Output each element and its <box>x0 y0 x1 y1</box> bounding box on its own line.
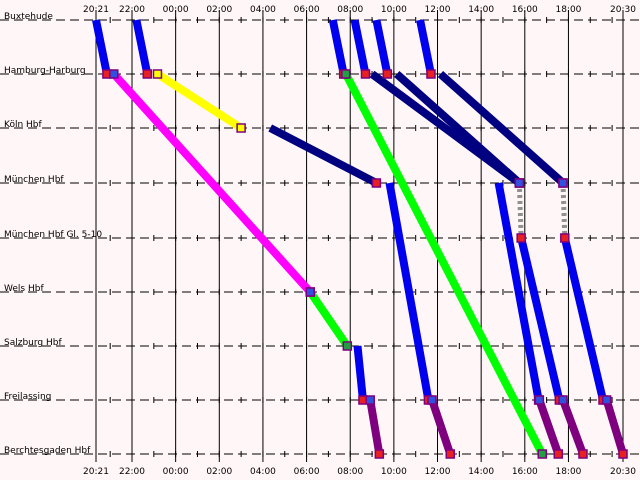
stop-marker <box>426 69 436 79</box>
stop-marker <box>371 178 382 188</box>
time-label-top: 20:30 <box>610 5 636 15</box>
stop-marker <box>560 233 570 243</box>
train-leg <box>328 19 348 75</box>
train-leg <box>428 398 455 456</box>
time-label-top: 08:00 <box>337 5 363 15</box>
time-label-top: 12:00 <box>425 5 451 15</box>
time-label-bottom: 16:00 <box>512 467 538 477</box>
train-leg <box>132 19 152 75</box>
station-label: München Hbf Gl. 5-10 <box>4 230 102 240</box>
train-leg <box>535 398 563 456</box>
stop-marker <box>427 395 437 405</box>
time-label-bottom: 20:30 <box>610 467 636 477</box>
train-leg <box>110 71 314 295</box>
train-leg <box>416 19 435 75</box>
time-label-top: 20:21 <box>83 5 109 15</box>
stop-marker <box>578 449 588 459</box>
time-label-top: 16:00 <box>512 5 538 15</box>
time-label-bottom: 18:00 <box>555 467 581 477</box>
train-leg <box>437 71 566 186</box>
stop-marker <box>236 123 246 133</box>
stop-marker <box>142 69 153 79</box>
time-label-bottom: 06:00 <box>294 467 320 477</box>
train-leg <box>559 398 587 456</box>
station-label: Berchtesgaden Hbf <box>4 446 91 456</box>
stop-marker <box>516 233 526 243</box>
train-leg <box>366 399 384 455</box>
station-label: München Hbf <box>4 175 64 185</box>
station-label: Köln Hbf <box>4 120 43 130</box>
time-label-top: 02:00 <box>206 5 232 15</box>
time-label-top: 10:00 <box>381 5 407 15</box>
station-label: Salzburg Hbf <box>4 338 62 348</box>
train-leg <box>306 289 351 349</box>
stop-marker <box>558 178 568 188</box>
time-label-top: 00:00 <box>163 5 189 15</box>
stop-marker <box>109 69 119 79</box>
train-leg <box>342 72 546 456</box>
train-leg <box>353 345 367 401</box>
stop-marker <box>365 395 375 405</box>
stop-marker <box>374 449 385 459</box>
stop-marker <box>553 449 564 459</box>
time-label-bottom: 22:00 <box>119 467 145 477</box>
stop-marker <box>342 341 353 351</box>
time-label-bottom: 00:00 <box>163 467 189 477</box>
train-leg <box>155 70 244 132</box>
stop-marker <box>558 395 568 405</box>
stop-marker <box>601 395 612 405</box>
stop-marker <box>537 449 548 459</box>
time-label-bottom: 14:00 <box>468 467 494 477</box>
train-leg <box>494 182 543 401</box>
station-label: Wels Hbf <box>4 284 44 294</box>
stop-marker <box>382 69 393 79</box>
stop-markers <box>102 69 628 459</box>
time-label-top: 18:00 <box>555 5 581 15</box>
time-label-top: 14:00 <box>468 5 494 15</box>
stop-marker <box>618 449 628 459</box>
time-label-bottom: 04:00 <box>250 467 276 477</box>
train-leg <box>602 398 627 456</box>
time-label-bottom: 02:00 <box>206 467 232 477</box>
stop-marker <box>152 69 163 79</box>
stop-marker <box>514 178 525 188</box>
stop-marker <box>360 69 371 79</box>
stop-marker <box>445 449 455 459</box>
time-label-top: 06:00 <box>294 5 320 15</box>
time-label-bottom: 08:00 <box>337 467 363 477</box>
train-leg <box>560 237 607 401</box>
time-label-bottom: 12:00 <box>425 467 451 477</box>
time-label-bottom: 20:21 <box>83 467 109 477</box>
stop-marker <box>305 287 315 297</box>
train-legs <box>92 19 627 456</box>
station-label: Hamburg-Harburg <box>4 66 86 76</box>
train-leg <box>394 71 523 186</box>
time-label-bottom: 10:00 <box>381 467 407 477</box>
train-leg <box>385 182 433 401</box>
station-label: Freilassing <box>4 392 51 402</box>
time-label-top: 22:00 <box>119 5 145 15</box>
train-leg <box>372 19 392 75</box>
train-leg <box>350 19 370 75</box>
train-leg <box>517 237 564 401</box>
stop-marker <box>534 395 545 405</box>
train-leg <box>92 19 111 75</box>
time-label-top: 04:00 <box>250 5 276 15</box>
labels: 20:21 20:21 22:00 22:00 00:00 00:00 02:00 02:00… <box>4 5 636 477</box>
train-leg <box>268 124 379 187</box>
station-label: Buxtehude <box>4 12 53 22</box>
stop-marker <box>341 69 351 79</box>
